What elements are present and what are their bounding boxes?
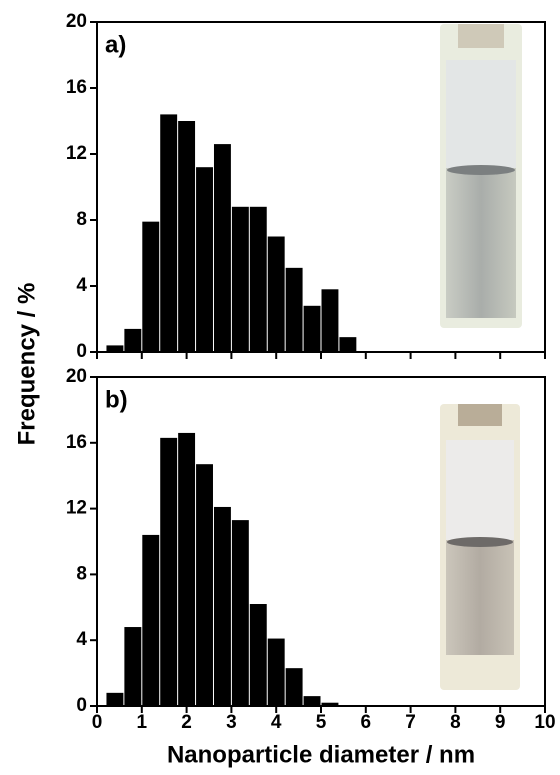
bar (285, 267, 303, 352)
bar (321, 702, 339, 706)
bar (124, 328, 142, 352)
y-axis-label: Frequency / % (13, 283, 40, 446)
bar (267, 236, 285, 352)
panel-label: a) (105, 31, 126, 58)
bar (124, 627, 142, 706)
panel-label: b) (105, 386, 128, 413)
x-tick-label: 5 (316, 712, 327, 733)
bar (321, 289, 339, 352)
x-tick-label: 4 (271, 712, 282, 733)
y-tick-label: 12 (66, 498, 87, 519)
y-tick-label: 8 (76, 563, 87, 584)
bar (142, 534, 160, 706)
bar (196, 464, 213, 706)
bar (106, 345, 124, 352)
bar (339, 337, 357, 352)
x-tick-label: 6 (361, 712, 372, 733)
plot-frame (96, 21, 546, 353)
bar (213, 144, 231, 352)
y-tick-label: 8 (76, 209, 87, 230)
x-tick-label: 1 (137, 712, 148, 733)
bar (178, 432, 196, 706)
y-tick-label: 16 (66, 77, 87, 98)
x-axis-label: Nanoparticle diameter / nm (167, 741, 475, 768)
bar (285, 668, 303, 706)
y-tick-label: 16 (66, 432, 87, 453)
y-tick-label: 20 (66, 11, 87, 32)
bar (231, 520, 249, 706)
x-tick-label: 3 (226, 712, 237, 733)
bar (249, 604, 267, 706)
x-tick-label: 0 (92, 712, 103, 733)
cuvette-photo-a (440, 24, 522, 328)
bar (160, 114, 178, 353)
bar (267, 638, 285, 706)
bar (303, 696, 321, 706)
y-tick-label: 4 (76, 629, 87, 650)
y-tick-label: 4 (76, 275, 87, 296)
bar (160, 437, 178, 706)
x-tick-label: 7 (405, 712, 416, 733)
bar (178, 121, 196, 352)
y-tick-label: 12 (66, 143, 87, 164)
bar (106, 692, 124, 706)
bar (142, 221, 160, 352)
x-tick-label: 9 (495, 712, 506, 733)
x-tick-label: 8 (450, 712, 461, 733)
x-tick-label: 10 (534, 712, 555, 733)
bar (249, 206, 267, 352)
y-tick-label: 0 (76, 695, 87, 716)
y-tick-label: 20 (66, 366, 87, 387)
bar (303, 305, 321, 352)
cuvette-photo-b (440, 404, 520, 690)
bar (231, 206, 249, 352)
plot-frame (96, 376, 546, 707)
y-tick-label: 0 (76, 341, 87, 362)
bar (196, 167, 213, 352)
x-tick-label: 2 (181, 712, 192, 733)
bar (213, 506, 231, 706)
